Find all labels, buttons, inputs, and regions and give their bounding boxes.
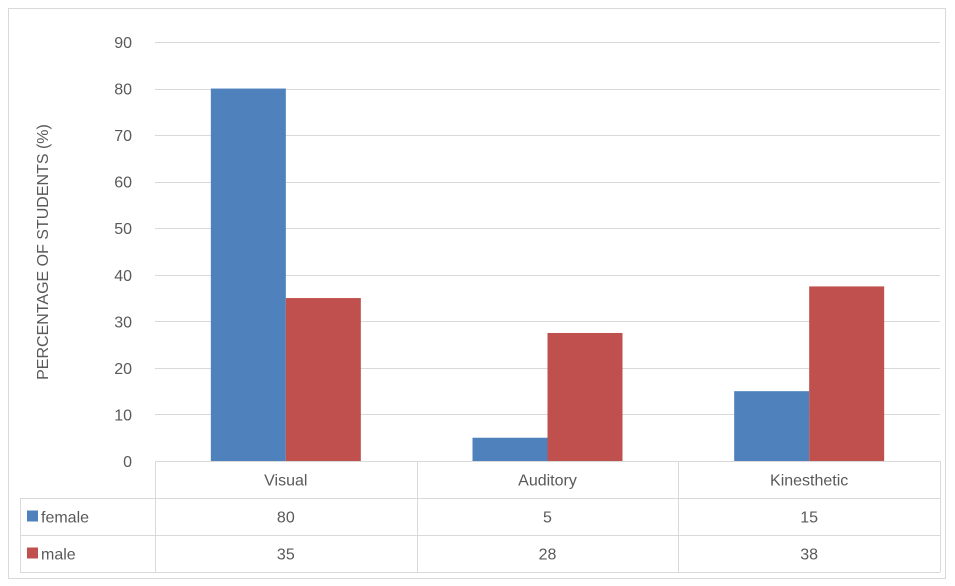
bar-female-visual	[210, 88, 286, 462]
legend-label-male: male	[41, 547, 76, 564]
table-cell-male: 35	[277, 547, 295, 564]
chart-frame	[8, 8, 946, 579]
table-cell-female: 80	[277, 510, 295, 527]
y-tick-label: 90	[114, 35, 132, 52]
table-cell-female: 5	[543, 510, 552, 527]
table-cell-male: 38	[800, 547, 818, 564]
y-tick-label: 30	[114, 314, 132, 331]
y-tick-label: 50	[114, 221, 132, 238]
y-tick-label: 0	[123, 454, 132, 471]
x-category-label: Visual	[264, 473, 307, 490]
x-category-label: Auditory	[518, 473, 577, 490]
x-category-label: Kinesthetic	[770, 473, 848, 490]
table-cell-female: 15	[800, 510, 818, 527]
y-tick-label: 10	[114, 407, 132, 424]
bar-male-auditory	[547, 332, 623, 461]
bar-female-auditory	[472, 437, 548, 461]
y-axis-label: PERCENTAGE OF STUDENTS (%)	[35, 124, 52, 380]
y-tick-label: 20	[114, 361, 132, 378]
y-tick-label: 40	[114, 268, 132, 285]
bar-female-kinesthetic	[734, 391, 810, 461]
y-tick-label: 80	[114, 82, 132, 99]
y-tick-label: 70	[114, 128, 132, 145]
y-tick-label: 60	[114, 175, 132, 192]
data-table: Visual Auditory Kinesthetic female 80 5 15 male…	[20, 461, 941, 573]
bar-male-kinesthetic	[809, 286, 885, 461]
table-cell-male: 28	[539, 547, 557, 564]
legend-key-male	[27, 547, 38, 559]
y-axis: 0 10 20 30 40 50 60 70 80 90	[114, 35, 132, 471]
bars	[210, 88, 885, 462]
legend-label-female: female	[41, 510, 89, 527]
bar-male-visual	[285, 298, 361, 461]
legend-key-female	[27, 510, 38, 522]
